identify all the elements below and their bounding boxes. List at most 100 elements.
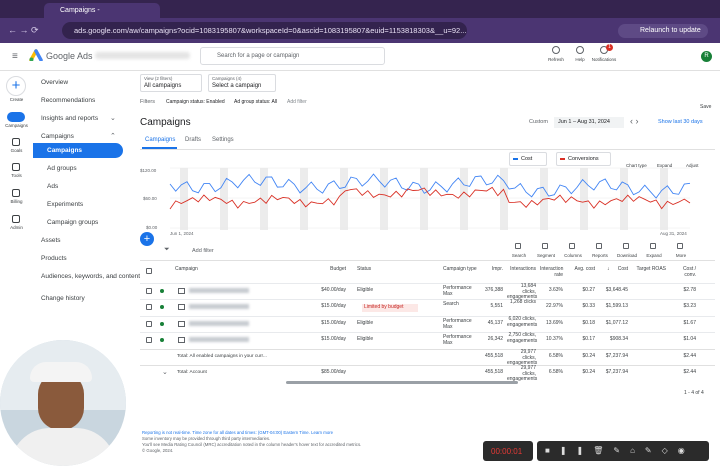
- chart-tool[interactable]: Chart type: [626, 163, 647, 168]
- browser-tab[interactable]: Campaigns -: [44, 3, 160, 18]
- view-selector[interactable]: [140, 74, 202, 92]
- nav-item[interactable]: Products: [41, 255, 67, 262]
- nav-subitem[interactable]: Campaigns: [47, 147, 83, 154]
- nav-item[interactable]: Audiences, keywords, and content: [41, 273, 141, 280]
- cell: 1,268 clicks: [509, 299, 536, 305]
- page-tab[interactable]: Settings: [212, 137, 234, 143]
- metric-selector[interactable]: [509, 152, 547, 166]
- campaign-icon: [178, 337, 185, 343]
- cell: 376,388: [485, 287, 504, 293]
- nav-subitem[interactable]: Ad groups: [47, 165, 77, 172]
- chart-tool[interactable]: Expand: [657, 163, 673, 168]
- campaign-name[interactable]: [189, 321, 249, 326]
- column-header[interactable]: Budget: [330, 266, 346, 272]
- tool-icon[interactable]: [623, 243, 629, 249]
- date-arrows[interactable]: ‹ ›: [630, 116, 639, 126]
- column-header[interactable]: Interactions: [510, 266, 536, 272]
- campaign-selector[interactable]: [208, 74, 276, 92]
- weekend-band: [580, 168, 588, 230]
- column-header[interactable]: Avg. cost: [574, 266, 595, 272]
- nav-subitem[interactable]: Campaign groups: [47, 219, 99, 226]
- column-header[interactable]: Target ROAS: [636, 266, 666, 272]
- row-checkbox[interactable]: [146, 321, 152, 327]
- add-button[interactable]: +: [140, 232, 154, 246]
- campaign-name[interactable]: [189, 288, 249, 293]
- nav-item[interactable]: Insights and reports: [41, 115, 99, 122]
- total-cell: $7,237.94: [605, 369, 628, 375]
- cell: $1.04: [683, 336, 696, 342]
- url[interactable]: ads.google.com/aw/campaigns?ocid=1083195…: [62, 22, 467, 39]
- nav-subitem[interactable]: Experiments: [47, 201, 84, 208]
- chart-tool[interactable]: Adjust: [686, 163, 699, 168]
- tabs-divider: [140, 149, 715, 150]
- tool-icon[interactable]: [515, 243, 521, 249]
- action-label: Help: [575, 57, 585, 62]
- column-header[interactable]: Campaign: [175, 266, 198, 272]
- total-cell: 6.58%: [548, 369, 563, 375]
- header-checkbox[interactable]: [146, 268, 152, 274]
- tool-icon[interactable]: [569, 243, 575, 249]
- column-header[interactable]: Cost: [617, 266, 628, 272]
- page-tab[interactable]: Campaigns: [145, 137, 176, 143]
- recording-controls[interactable]: ■❚❚🗑✎⌂✎◇◉: [537, 441, 709, 461]
- save[interactable]: Save: [700, 104, 712, 110]
- rail-icon[interactable]: [12, 163, 20, 171]
- nav-item[interactable]: Change history: [41, 295, 85, 302]
- page-tab[interactable]: Drafts: [185, 137, 202, 143]
- nav-item[interactable]: Campaigns: [41, 133, 74, 140]
- rail-icon[interactable]: [12, 138, 20, 146]
- row-checkbox[interactable]: [146, 288, 152, 294]
- row-checkbox[interactable]: [146, 304, 152, 310]
- cell: $908.34: [609, 336, 628, 342]
- create-button[interactable]: +: [6, 76, 26, 96]
- tool-icon[interactable]: [677, 243, 683, 249]
- column-header[interactable]: Interaction rate: [540, 266, 564, 278]
- row-line: [140, 316, 715, 317]
- tool-icon[interactable]: [596, 243, 602, 249]
- column-header[interactable]: Status: [357, 266, 372, 272]
- avatar[interactable]: R: [701, 51, 712, 62]
- rail-icon[interactable]: [12, 215, 20, 223]
- nav-subitem[interactable]: Ads: [47, 183, 59, 190]
- expand-arrow[interactable]: ⌄: [162, 369, 168, 376]
- nav-buttons[interactable]: ← → ⟳: [8, 25, 39, 35]
- campaign-name[interactable]: [189, 304, 249, 309]
- campaign-name[interactable]: [189, 337, 249, 342]
- action-icon[interactable]: [552, 46, 560, 54]
- add-filter[interactable]: Add filter: [287, 99, 307, 105]
- relaunch-button[interactable]: Relaunch to update: [618, 24, 708, 38]
- tool-icon[interactable]: [650, 243, 656, 249]
- column-header[interactable]: Impr.: [491, 266, 503, 272]
- nav-selected[interactable]: [33, 143, 123, 158]
- nav-item[interactable]: Assets: [41, 237, 61, 244]
- filter-chip[interactable]: Ad group status: All: [234, 99, 278, 105]
- metric-label: Conversions: [568, 156, 599, 162]
- nav-item[interactable]: Overview: [41, 79, 69, 86]
- rail-selected[interactable]: [7, 112, 25, 122]
- cell: $1,077.12: [605, 320, 628, 326]
- metric-selector[interactable]: [556, 152, 611, 166]
- app-header: [0, 43, 720, 71]
- filter-chip[interactable]: Campaign status: Enabled: [166, 99, 225, 105]
- add-filter[interactable]: Add filter: [192, 248, 214, 254]
- nav-item[interactable]: Recommendations: [41, 97, 96, 104]
- tool-label: Reports: [592, 253, 608, 258]
- metric-swatch: [513, 158, 518, 160]
- search-box[interactable]: Search for a page or campaign: [200, 47, 385, 65]
- y-label: $0.00: [146, 225, 158, 230]
- row-checkbox[interactable]: [146, 337, 152, 343]
- date-range[interactable]: Jun 1 – Aug 31, 2024: [554, 117, 624, 128]
- tool-icon[interactable]: [542, 243, 548, 249]
- cell: Search: [443, 301, 459, 307]
- column-header[interactable]: Cost / conv.: [682, 266, 696, 278]
- column-header[interactable]: Campaign type: [443, 266, 477, 272]
- menu-icon[interactable]: ≡: [12, 51, 18, 62]
- campaign-icon: [178, 288, 185, 294]
- rail-icon[interactable]: [12, 189, 20, 197]
- filters-label: Filters: [140, 99, 155, 105]
- last-30[interactable]: Show last 30 days: [658, 119, 703, 125]
- logo: [29, 49, 43, 61]
- action-icon[interactable]: [576, 46, 584, 54]
- cell: $0.17: [582, 336, 595, 342]
- x-label: Aug 31, 2024: [660, 231, 687, 236]
